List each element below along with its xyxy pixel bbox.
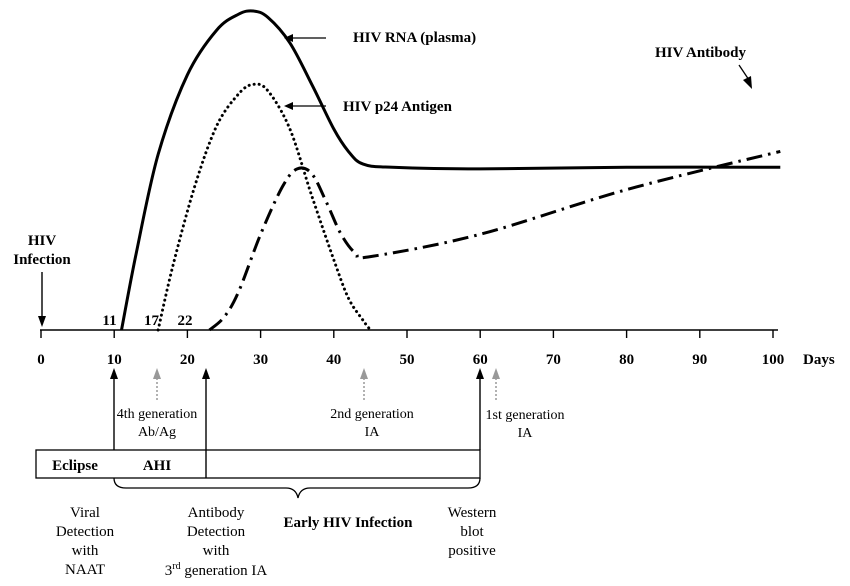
day-marker-17: 17 bbox=[144, 313, 160, 329]
x-tick-label-80: 80 bbox=[619, 352, 634, 368]
arrow-hiv-rna-head bbox=[284, 34, 293, 42]
series-line-hiv-p24 bbox=[156, 82, 372, 332]
x-tick-label-0: 0 bbox=[37, 352, 45, 368]
arrow-1st-gen-head bbox=[492, 368, 500, 379]
label-early-hiv-infection: Early HIV Infection bbox=[284, 515, 414, 531]
antibody-detection-line-1: Antibody bbox=[188, 505, 245, 521]
x-tick-label-70: 70 bbox=[546, 352, 561, 368]
arrow-day-23-head bbox=[202, 368, 210, 379]
x-tick-label-90: 90 bbox=[692, 352, 707, 368]
arrow-hiv-antibody-head bbox=[743, 76, 752, 89]
antibody-detection-line-4: 3rd generation IA bbox=[165, 561, 268, 579]
series-line-hiv-rna bbox=[120, 9, 781, 331]
third-gen-rest: generation IA bbox=[181, 563, 268, 579]
label-2nd-gen-line-2: IA bbox=[365, 425, 381, 440]
arrow-day-60-head bbox=[476, 368, 484, 379]
series-line-hiv-antibody bbox=[208, 149, 781, 332]
x-tick-label-40: 40 bbox=[326, 352, 341, 368]
x-tick-label-50: 50 bbox=[400, 352, 415, 368]
x-tick-label-20: 20 bbox=[180, 352, 195, 368]
arrow-hiv-antibody bbox=[738, 64, 750, 81]
arrow-2nd-gen-head bbox=[360, 368, 368, 379]
label-hiv-antibody: HIV Antibody bbox=[655, 45, 747, 61]
x-tick-label-10: 10 bbox=[107, 352, 122, 368]
arrow-hiv-p24-head bbox=[284, 102, 293, 110]
stage-eclipse: Eclipse bbox=[52, 458, 98, 474]
label-1st-gen-line-2: IA bbox=[518, 426, 534, 441]
antibody-detection-line-3: with bbox=[203, 543, 230, 559]
label-2nd-gen-line-1: 2nd generation bbox=[330, 407, 414, 422]
x-axis-ticks: 0 10 20 30 40 50 60 70 80 90 100 bbox=[37, 330, 784, 368]
label-4th-gen-line-2: Ab/Ag bbox=[138, 425, 176, 440]
arrow-4th-gen-head bbox=[153, 368, 161, 379]
third-gen-number: 3 bbox=[165, 563, 173, 579]
stage-box bbox=[35, 449, 481, 479]
day-marker-22: 22 bbox=[178, 313, 193, 329]
western-blot-line-3: positive bbox=[448, 543, 496, 559]
western-blot-line-1: Western bbox=[448, 505, 497, 521]
viral-detection-line-4: NAAT bbox=[65, 562, 105, 578]
label-4th-gen-line-1: 4th generation bbox=[117, 407, 197, 422]
viral-detection-line-3: with bbox=[72, 543, 99, 559]
label-hiv-rna: HIV RNA (plasma) bbox=[353, 30, 476, 46]
stage-ahi: AHI bbox=[143, 458, 172, 474]
viral-detection-line-2: Detection bbox=[56, 524, 115, 540]
day-markers: 11 17 22 bbox=[102, 313, 192, 329]
label-hiv-p24: HIV p24 Antigen bbox=[343, 99, 453, 115]
infection-arrow-head bbox=[38, 316, 46, 327]
day-marker-11: 11 bbox=[102, 313, 116, 329]
viral-detection-line-1: Viral bbox=[70, 505, 100, 521]
antibody-detection-line-2: Detection bbox=[187, 524, 246, 540]
western-blot-line-2: blot bbox=[460, 524, 484, 540]
infection-label-line-2: Infection bbox=[13, 252, 71, 268]
x-tick-label-30: 30 bbox=[253, 352, 268, 368]
arrow-day-10-head bbox=[110, 368, 118, 379]
x-axis-label: Days bbox=[803, 352, 835, 368]
third-gen-superscript: rd bbox=[172, 561, 180, 572]
x-tick-label-60: 60 bbox=[473, 352, 488, 368]
x-tick-label-100: 100 bbox=[762, 352, 785, 368]
label-1st-gen-line-1: 1st generation bbox=[486, 408, 565, 423]
infection-label-line-1: HIV bbox=[28, 233, 57, 249]
series-curves bbox=[120, 9, 781, 332]
early-infection-brace bbox=[113, 477, 481, 499]
